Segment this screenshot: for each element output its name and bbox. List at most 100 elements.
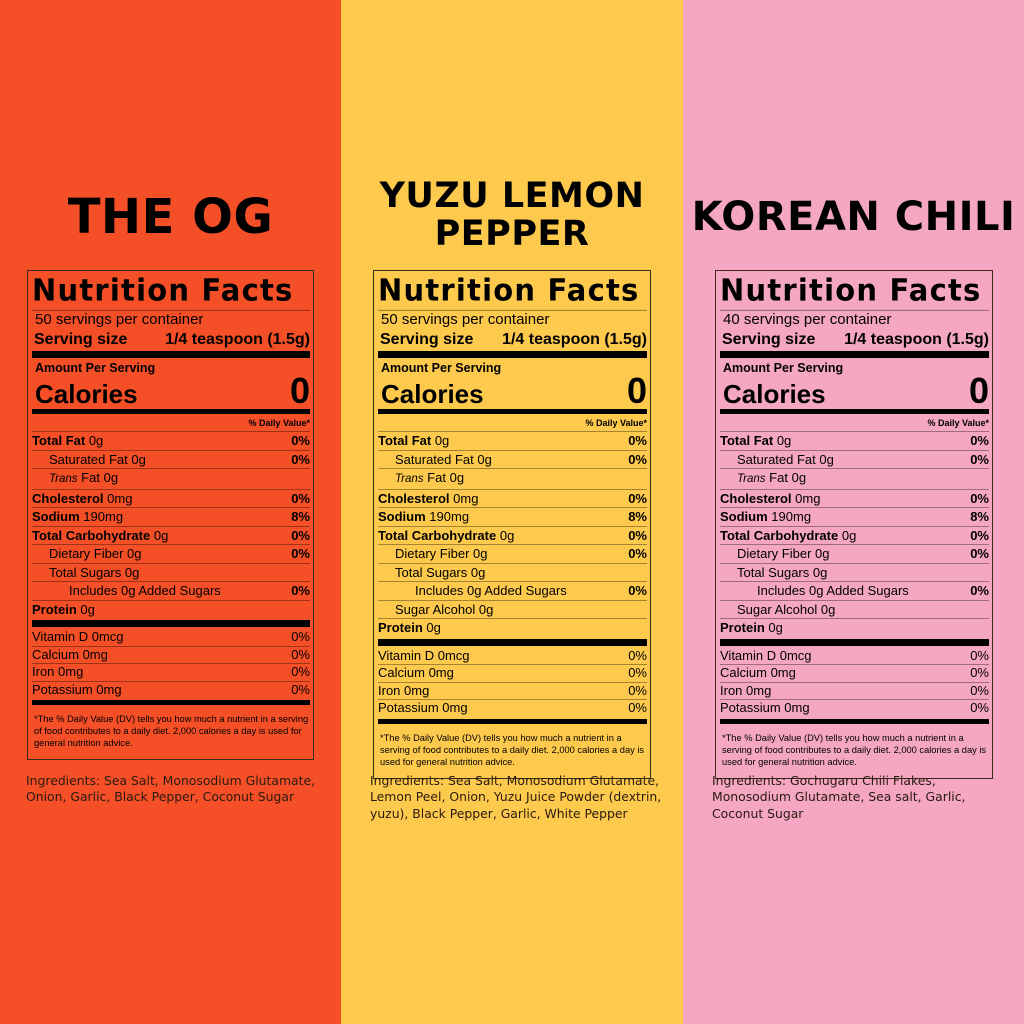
- thick-divider: [378, 638, 647, 646]
- nutrient-name-group: Cholesterol 0mg: [32, 490, 132, 508]
- nutrient-name: Cholesterol: [720, 490, 792, 506]
- servings-per-container: 50 servings per container: [381, 311, 550, 328]
- nutrient-amount: 0g: [815, 546, 830, 561]
- nutrient-name: Sugar Alcohol: [395, 601, 476, 617]
- thick-divider: [378, 351, 647, 358]
- nutrient-daily-value: 0%: [970, 433, 989, 448]
- nutrient-amount: 0g: [426, 620, 441, 635]
- thick-divider: [720, 718, 989, 724]
- nutrient-daily-value: 0%: [970, 583, 989, 598]
- product-title-line: YUZU LEMON: [379, 176, 645, 216]
- vitamin-daily-value: 0%: [970, 700, 989, 715]
- nutrient-name-group: Total Sugars 0g: [32, 564, 139, 582]
- serving-size-label: Serving size: [380, 331, 474, 348]
- nutrient-amount: 0g: [434, 433, 450, 448]
- nutrition-facts-heading: Nutrition Facts: [720, 270, 989, 311]
- nutrient-name: Dietary Fiber: [737, 546, 812, 561]
- vitamin-row: Vitamin D 0mcg 0%: [720, 647, 989, 665]
- nutrient-daily-value: 0%: [970, 490, 989, 506]
- nutrition-facts-heading: Nutrition Facts: [378, 270, 647, 311]
- nutrient-name-group: Saturated Fat 0g: [378, 451, 492, 469]
- nutrient-amount: 0g: [776, 433, 792, 448]
- nutrient-name: Protein: [720, 620, 765, 635]
- ingredients-text: Ingredients: Sea Salt, Monosodium Glutam…: [26, 773, 316, 805]
- nutrient-name-group: Total Sugars 0g: [720, 564, 827, 582]
- nutrient-name-group: Total Fat 0g: [32, 432, 103, 450]
- nutrient-name: Total Carbohydrate: [720, 527, 839, 543]
- nutrient-amount: 0g: [449, 470, 465, 485]
- nutrient-name: Sugar Alcohol: [737, 601, 818, 617]
- vitamin-row: Vitamin D 0mcg 0%: [378, 647, 647, 665]
- nutrient-name-group: Trans Fat 0g: [32, 469, 118, 489]
- vitamin-row: Calcium 0mg 0%: [32, 647, 310, 664]
- nutrient-name-group: Total Carbohydrate 0g: [32, 527, 168, 545]
- nutrient-name-group: Total Fat 0g: [720, 432, 791, 450]
- product-panel-yuzu: YUZU LEMON PEPPER Nutrition Facts 50 servin…: [341, 0, 683, 1024]
- nutrient-row: Trans Fat 0g: [720, 469, 989, 490]
- vitamin-row: Potassium 0mg 0%: [720, 700, 989, 717]
- serving-size-value: 1/4 teaspoon (1.5g): [844, 331, 989, 348]
- calories-value: 0: [968, 370, 989, 411]
- vitamin-row: Calcium 0mg 0%: [378, 665, 647, 683]
- nutrient-row: Dietary Fiber 0g 0%: [32, 545, 310, 564]
- vitamin-name: Iron 0mg: [378, 682, 430, 698]
- nutrient-name: Total Carbohydrate: [32, 527, 151, 543]
- footnote-text: The % Daily Value (DV) tells you how muc…: [34, 714, 309, 748]
- thick-divider: [720, 409, 989, 414]
- serving-size-value: 1/4 teaspoon (1.5g): [165, 331, 310, 348]
- nutrient-daily-value: 0%: [628, 433, 647, 448]
- nutrient-name: Dietary Fiber: [49, 546, 124, 561]
- product-title: THE OG: [0, 191, 341, 244]
- vitamin-daily-value: 0%: [970, 647, 989, 663]
- nutrient-daily-value: 0%: [291, 451, 310, 467]
- nutrient-row: Total Carbohydrate 0g 0%: [720, 527, 989, 545]
- nutrient-name-group: Sodium 190mg: [32, 508, 123, 526]
- daily-value-header: % Daily Value*: [720, 416, 989, 432]
- nutrient-daily-value: 0%: [970, 546, 989, 561]
- vitamin-name: Vitamin D 0mcg: [378, 647, 470, 663]
- thick-divider: [378, 718, 647, 724]
- vitamin-daily-value: 0%: [291, 681, 310, 697]
- nutrient-row: Dietary Fiber 0g 0%: [378, 545, 647, 564]
- nutrient-name: Total Sugars: [737, 564, 810, 580]
- nutrient-name-group: Dietary Fiber 0g: [720, 545, 830, 563]
- nutrient-amount: 190mg: [429, 509, 470, 524]
- nutrient-daily-value: 8%: [628, 509, 647, 524]
- nutrient-name-group: Includes 0g Added Sugars: [378, 582, 567, 600]
- nutrient-name-rest: Fat: [81, 470, 100, 485]
- nutrient-row: Trans Fat 0g: [378, 469, 647, 490]
- nutrient-name-group: Dietary Fiber 0g: [32, 545, 142, 563]
- nutrient-name-group: Includes 0g Added Sugars: [32, 582, 221, 600]
- calories-value: 0: [289, 370, 310, 411]
- nutrient-name-group: Cholesterol 0mg: [720, 490, 820, 508]
- product-title: KOREAN CHILI: [683, 195, 1024, 239]
- nutrient-name: Total Fat: [720, 433, 774, 448]
- footnote-text: The % Daily Value (DV) tells you how muc…: [722, 732, 987, 767]
- vitamin-daily-value: 0%: [291, 664, 310, 679]
- nutrient-row: Total Fat 0g 0%: [32, 432, 310, 451]
- nutrient-daily-value: 0%: [628, 546, 647, 561]
- calories-row: Calories 0: [378, 370, 647, 411]
- nutrient-name: Includes 0g Added Sugars: [757, 583, 909, 598]
- calories-label: Calories: [723, 379, 826, 409]
- amount-per-serving: Amount Per Serving: [35, 361, 156, 375]
- nutrient-name-group: Total Sugars 0g: [378, 564, 485, 582]
- nutrient-name: Sodium: [378, 509, 426, 524]
- nutrient-daily-value: 0%: [970, 451, 989, 467]
- nutrition-facts-heading: Nutrition Facts: [32, 270, 310, 311]
- nutrient-amount: 0g: [103, 470, 119, 485]
- nutrient-name: Saturated Fat: [395, 451, 474, 467]
- nutrient-amount: 0g: [841, 527, 857, 543]
- nutrient-amount: 0mg: [107, 490, 133, 506]
- vitamin-row: Iron 0mg 0%: [32, 664, 310, 682]
- nutrient-row: Sodium 190mg 8%: [720, 508, 989, 527]
- serving-size-value: 1/4 teaspoon (1.5g): [502, 331, 647, 348]
- serving-size-row: Serving size 1/4 teaspoon (1.5g): [378, 330, 647, 349]
- nutrient-name: Sodium: [720, 509, 768, 524]
- calories-value: 0: [626, 370, 647, 411]
- nutrition-facts-label: Nutrition Facts 50 servings per container…: [27, 270, 314, 760]
- nutrient-daily-value: 0%: [291, 527, 310, 543]
- nutrient-amount: 190mg: [771, 509, 812, 524]
- nutrient-name-group: Total Fat 0g: [378, 432, 449, 450]
- nutrient-name: Saturated Fat: [737, 451, 816, 467]
